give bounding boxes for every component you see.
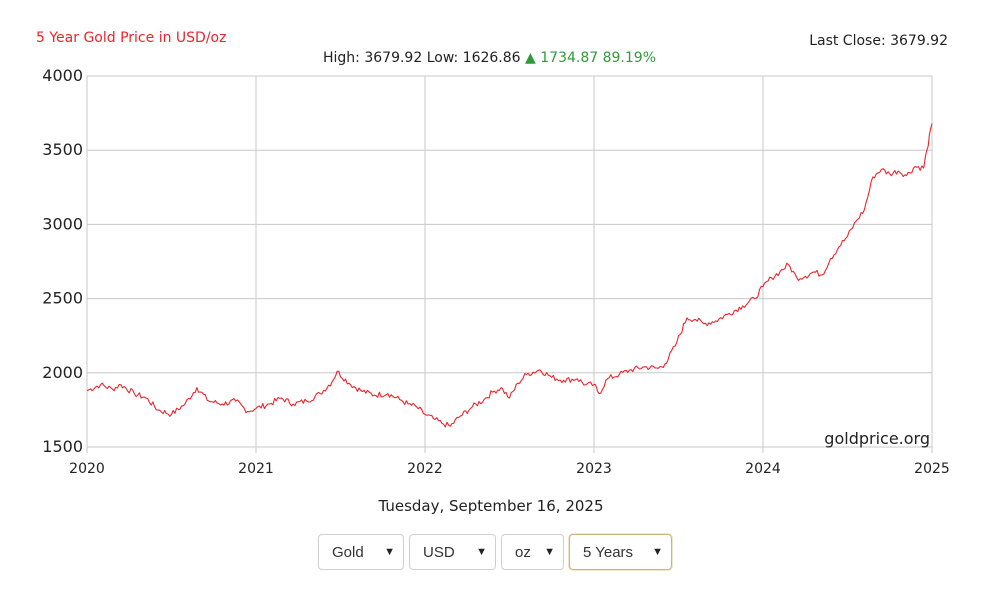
x-axis-ticks: 2020 2021 2022 2023 2024 2025	[69, 461, 950, 477]
y-tick-label: 1500	[42, 437, 83, 456]
x-tick-label: 2024	[745, 461, 781, 477]
chevron-down-icon: ▼	[544, 546, 555, 558]
y-tick-label: 2500	[42, 289, 83, 308]
low-value: Low: 1626.86	[426, 50, 521, 66]
chart-grid	[86, 75, 933, 453]
x-tick-label: 2023	[576, 461, 612, 477]
high-value: High: 3679.92	[323, 50, 423, 66]
plot-border	[86, 75, 933, 448]
y-tick-label: 3500	[42, 140, 83, 159]
currency-select-value: USD	[423, 543, 455, 561]
price-stats: High: 3679.92 Low: 1626.86 ▲ 1734.87 89.…	[323, 50, 656, 66]
metal-select[interactable]: Gold ▼	[318, 534, 404, 570]
up-arrow-icon: ▲	[525, 50, 536, 66]
unit-select[interactable]: oz ▼	[501, 534, 564, 570]
y-tick-label: 2000	[42, 363, 83, 382]
change-value: 1734.87 89.19%	[540, 50, 656, 66]
chevron-down-icon: ▼	[476, 546, 487, 558]
watermark-text: goldprice.org	[824, 429, 930, 448]
currency-select[interactable]: USD ▼	[409, 534, 496, 570]
chart-title: 5 Year Gold Price in USD/oz	[36, 30, 227, 46]
x-tick-label: 2020	[69, 461, 105, 477]
chevron-down-icon: ▼	[652, 546, 663, 558]
chevron-down-icon: ▼	[384, 546, 395, 558]
price-line	[86, 123, 933, 428]
last-close-label: Last Close: 3679.92	[809, 33, 948, 49]
y-axis-ticks: 4000 3500 3000 2500 2000 1500	[42, 66, 83, 456]
x-tick-label: 2021	[238, 461, 274, 477]
period-select-value: 5 Years	[583, 543, 634, 561]
period-select[interactable]: 5 Years ▼	[569, 534, 672, 570]
y-tick-label: 3000	[42, 214, 83, 233]
metal-select-value: Gold	[332, 543, 364, 561]
x-tick-label: 2022	[407, 461, 443, 477]
x-tick-label: 2025	[914, 461, 950, 477]
chart-controls: Gold ▼ USD ▼ oz ▼ 5 Years ▼	[318, 534, 672, 570]
unit-select-value: oz	[515, 543, 531, 561]
y-tick-label: 4000	[42, 66, 83, 85]
date-label: Tuesday, September 16, 2025	[378, 497, 604, 515]
